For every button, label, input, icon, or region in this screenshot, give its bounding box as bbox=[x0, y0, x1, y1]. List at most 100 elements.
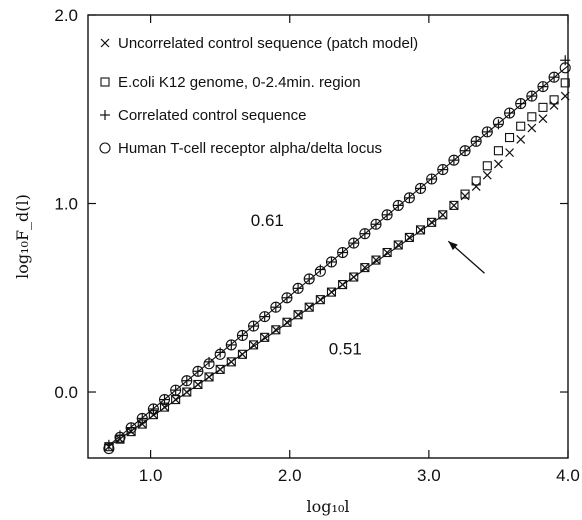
legend-label: Correlated control sequence bbox=[118, 107, 306, 124]
slope-label-upper: 0.61 bbox=[251, 211, 284, 230]
data-point-x bbox=[182, 387, 192, 397]
data-point-circle bbox=[370, 218, 382, 230]
data-point-square bbox=[538, 102, 548, 112]
data-point-x bbox=[249, 340, 258, 350]
data-point-circle bbox=[270, 301, 282, 313]
data-point-square bbox=[282, 317, 292, 327]
data-point-x bbox=[204, 372, 214, 382]
data-point-x bbox=[404, 233, 414, 242]
data-point-circle bbox=[125, 422, 137, 434]
data-point-plus bbox=[348, 238, 359, 249]
data-point-square bbox=[549, 95, 559, 105]
data-point-square bbox=[505, 132, 515, 143]
data-point-square bbox=[527, 112, 537, 122]
data-point-plus bbox=[270, 302, 281, 313]
data-point-circle bbox=[259, 311, 271, 323]
data-point-circle bbox=[403, 192, 415, 204]
legend-label: Human T-cell receptor alpha/delta locus bbox=[118, 140, 382, 157]
data-point-plus bbox=[393, 200, 404, 211]
data-point-plus bbox=[504, 108, 515, 119]
data-point-circle bbox=[414, 182, 427, 194]
data-point-x bbox=[393, 240, 403, 250]
data-point-circle bbox=[303, 273, 315, 285]
data-point-circle bbox=[136, 412, 148, 424]
data-point-x bbox=[560, 91, 570, 101]
data-point-plus bbox=[248, 321, 259, 332]
data-point-square bbox=[427, 217, 437, 227]
legend: Uncorrelated control sequence (patch mod… bbox=[99, 35, 418, 157]
data-point-square bbox=[293, 310, 303, 320]
data-markers bbox=[103, 55, 571, 455]
legend-marker-x bbox=[100, 38, 110, 48]
data-point-x bbox=[516, 134, 526, 144]
data-point-circle bbox=[236, 329, 248, 342]
data-point-plus bbox=[170, 385, 181, 396]
data-point-plus bbox=[148, 403, 159, 414]
data-point-x bbox=[449, 200, 459, 210]
data-point-circle bbox=[314, 265, 326, 277]
x-tick-label: 4.0 bbox=[556, 466, 580, 485]
data-point-circle bbox=[337, 246, 349, 259]
data-point-square bbox=[182, 387, 192, 397]
data-point-x bbox=[360, 263, 370, 273]
data-point-square bbox=[215, 364, 225, 374]
data-point-circle bbox=[248, 320, 260, 332]
data-point-circle bbox=[481, 126, 493, 138]
data-point-x bbox=[438, 210, 448, 220]
data-point-circle bbox=[158, 394, 171, 406]
data-point-x bbox=[226, 357, 236, 367]
data-point-x bbox=[349, 272, 359, 282]
data-point-plus bbox=[181, 375, 192, 386]
data-point-square bbox=[415, 225, 426, 235]
fit-line bbox=[108, 215, 444, 447]
data-point-x bbox=[271, 325, 281, 335]
data-point-plus bbox=[226, 339, 237, 350]
x-tick-label: 3.0 bbox=[417, 466, 441, 485]
data-point-circle bbox=[459, 145, 471, 157]
data-point-circle bbox=[147, 403, 159, 415]
data-point-circle bbox=[515, 98, 527, 110]
data-point-plus bbox=[159, 394, 170, 405]
data-point-circle bbox=[170, 384, 182, 396]
data-point-circle bbox=[559, 62, 571, 74]
data-point-square bbox=[471, 176, 481, 186]
data-point-plus bbox=[549, 72, 560, 83]
data-point-x bbox=[471, 182, 481, 191]
data-point-plus bbox=[437, 164, 448, 175]
data-point-x bbox=[427, 217, 437, 227]
x-tick-label: 1.0 bbox=[139, 466, 163, 485]
data-point-circle bbox=[103, 443, 115, 455]
data-point-x bbox=[238, 349, 247, 359]
data-point-square bbox=[404, 232, 414, 242]
x-tick-label: 2.0 bbox=[278, 466, 302, 485]
slope-label-lower: 0.51 bbox=[329, 339, 362, 358]
legend-label: E.coli K12 genome, 0-2.4min. region bbox=[118, 74, 361, 91]
data-point-x bbox=[137, 419, 147, 429]
data-point-square bbox=[560, 78, 570, 88]
data-point-circle bbox=[548, 71, 560, 83]
data-point-circle bbox=[526, 90, 538, 102]
data-point-circle bbox=[225, 339, 237, 351]
x-axis-label: log₁₀l bbox=[307, 497, 350, 516]
data-point-plus bbox=[137, 413, 148, 424]
data-point-square bbox=[438, 210, 448, 220]
data-point-plus bbox=[126, 422, 137, 433]
data-point-square bbox=[315, 295, 325, 305]
data-point-circle bbox=[192, 365, 204, 377]
data-point-x bbox=[494, 159, 503, 169]
data-point-x bbox=[148, 410, 158, 420]
data-point-plus bbox=[281, 292, 292, 303]
data-point-circle bbox=[114, 431, 126, 443]
data-point-plus bbox=[304, 273, 315, 284]
y-tick-label: 1.0 bbox=[54, 195, 78, 214]
data-point-plus bbox=[537, 81, 548, 92]
data-point-x bbox=[215, 364, 225, 374]
data-point-square bbox=[482, 161, 492, 171]
data-point-plus bbox=[337, 247, 348, 258]
data-point-plus bbox=[471, 136, 482, 147]
data-point-circle bbox=[325, 256, 338, 268]
data-point-x bbox=[293, 310, 303, 320]
crossover-arrow bbox=[447, 240, 485, 274]
data-point-circle bbox=[359, 228, 371, 240]
